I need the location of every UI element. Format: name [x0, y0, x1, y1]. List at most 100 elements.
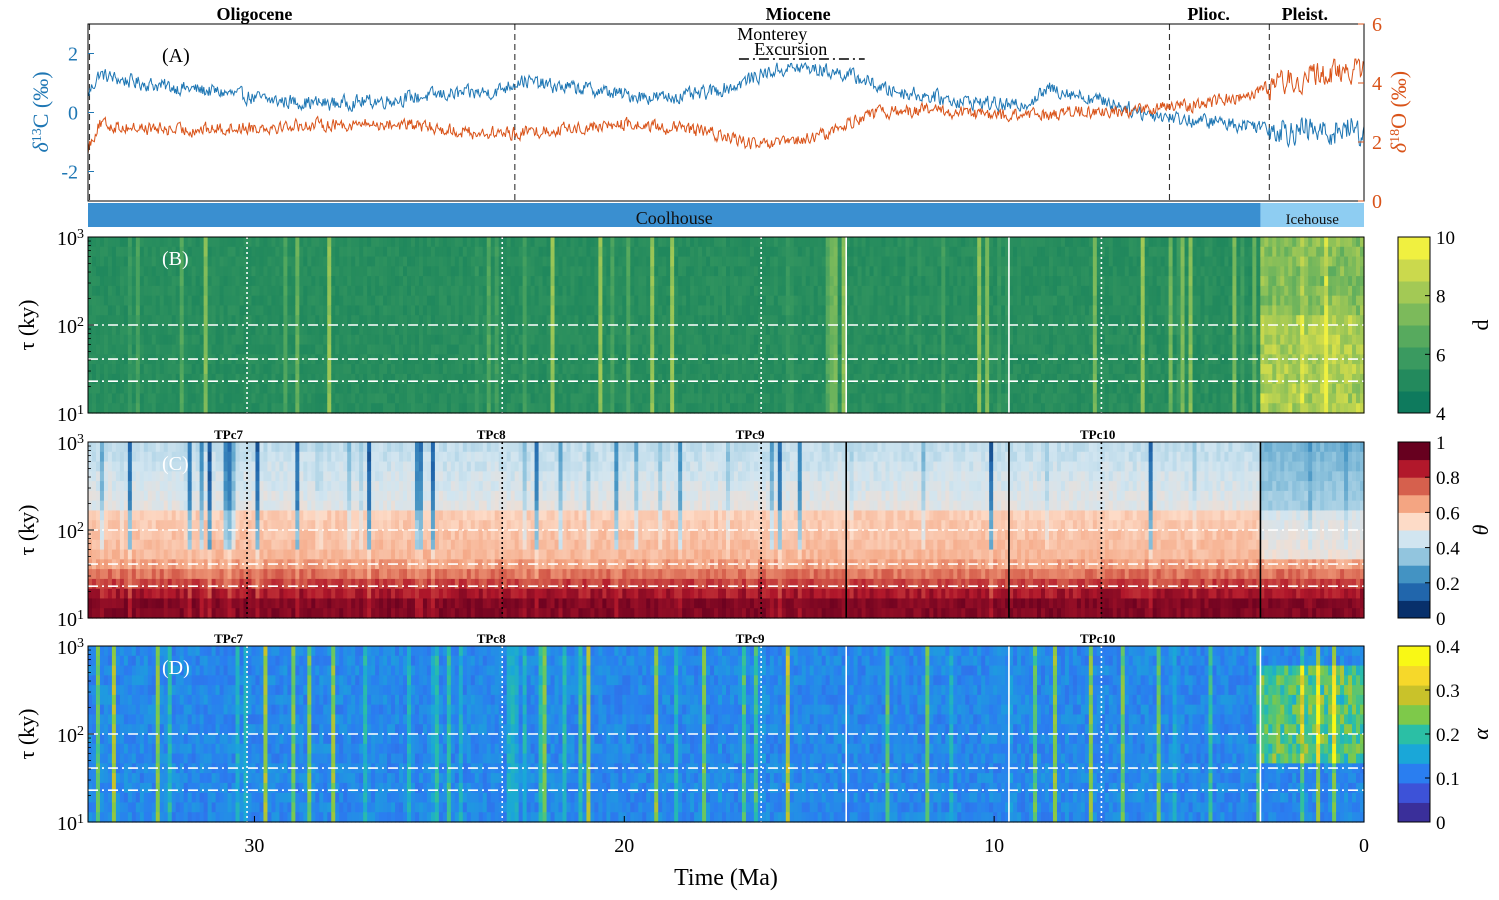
heatmap-cell [993, 285, 998, 297]
heatmap-cell [853, 383, 859, 395]
heatmap-cell [909, 344, 915, 355]
heatmap-cell [729, 403, 735, 414]
heatmap-cell [658, 364, 663, 375]
heatmap-cell [945, 344, 950, 355]
heatmap-cell [534, 364, 540, 375]
heatmap-cell [945, 334, 950, 346]
heatmap-cell [470, 344, 476, 355]
heatmap-cell [793, 295, 799, 307]
heatmap-cell [502, 285, 508, 297]
heatmap-cell [1152, 266, 1158, 277]
heatmap-cell [602, 364, 607, 375]
heatmap-cell [383, 364, 388, 375]
heatmap-cell [913, 266, 918, 277]
heatmap-cell [905, 325, 911, 336]
heatmap-cell [546, 285, 552, 297]
heatmap-cell [482, 373, 488, 385]
heatmap-cell [546, 315, 552, 326]
heatmap-cell [327, 383, 332, 395]
heatmap-cell [502, 276, 508, 287]
heatmap-cell [634, 325, 639, 336]
heatmap-cell [143, 285, 149, 297]
heatmap-cell [877, 285, 883, 297]
heatmap-cell [319, 266, 324, 277]
heatmap-cell [658, 276, 663, 287]
heatmap-cell [973, 364, 978, 375]
heatmap-cell [359, 325, 364, 336]
heatmap-cell [351, 383, 356, 395]
heatmap-cell [303, 364, 308, 375]
heatmap-cell [207, 325, 213, 336]
heatmap-cell [973, 393, 978, 404]
heatmap-cell [909, 256, 915, 267]
heatmap-cell [726, 364, 731, 375]
heatmap-cell [379, 383, 384, 395]
heatmap-cell [666, 266, 671, 277]
heatmap-cell [670, 383, 675, 395]
heatmap-cell [682, 364, 687, 375]
heatmap-cell [486, 364, 492, 375]
heatmap-cell [414, 393, 420, 404]
heatmap-cell [678, 295, 683, 307]
heatmap-cell [223, 403, 229, 414]
heatmap-cell [478, 246, 484, 258]
heatmap-cell [91, 305, 97, 316]
heatmap-cell [566, 393, 572, 404]
heatmap-cell [482, 246, 488, 258]
heatmap-cell [650, 344, 655, 355]
heatmap-cell [271, 266, 277, 277]
heatmap-cell [765, 305, 771, 316]
heatmap-cell [530, 305, 536, 316]
heatmap-cell [618, 334, 623, 346]
heatmap-cell [315, 237, 320, 248]
heatmap-cell [1033, 237, 1038, 248]
heatmap-cell [1104, 344, 1110, 355]
heatmap-cell [486, 276, 492, 287]
heatmap-cell [1144, 246, 1150, 258]
heatmap-cell [610, 315, 615, 326]
heatmap-cell [1096, 305, 1102, 316]
heatmap-cell [359, 334, 364, 346]
heatmap-cell [578, 354, 584, 365]
heatmap-cell [642, 325, 647, 336]
heatmap-cell [1136, 403, 1142, 414]
heatmap-cell [1084, 403, 1090, 414]
heatmap-cell [729, 344, 735, 355]
heatmap-cell [231, 364, 237, 375]
heatmap-cell [1140, 403, 1146, 414]
heatmap-cell [1080, 364, 1086, 375]
heatmap-cell [502, 383, 508, 395]
heatmap-cell [973, 276, 978, 287]
heatmap-cell [622, 285, 627, 297]
heatmap-cell [646, 373, 651, 385]
heatmap-cell [1172, 256, 1178, 267]
heatmap-cell [482, 237, 488, 248]
heatmap-cell [805, 383, 811, 395]
heatmap-cell [985, 246, 990, 258]
heatmap-cell [582, 364, 588, 375]
heatmap-cell [598, 403, 603, 414]
heatmap-cell [1001, 285, 1006, 297]
heatmap-cell [901, 256, 907, 267]
heatmap-cell [849, 237, 855, 248]
heatmap-cell [1072, 393, 1078, 404]
heatmap-cell [131, 325, 137, 336]
heatmap-cell [371, 373, 376, 385]
heatmap-cell [351, 295, 356, 307]
heatmap-cell [359, 285, 364, 297]
heatmap-cell [147, 393, 153, 404]
heatmap-cell [1172, 295, 1178, 307]
heatmap-cell [363, 334, 368, 346]
heatmap-cell [510, 334, 516, 346]
heatmap-cell [1164, 364, 1170, 375]
heatmap-cell [642, 393, 647, 404]
heatmap-cell [183, 354, 189, 365]
heatmap-cell [706, 393, 711, 404]
heatmap-cell [662, 256, 667, 267]
heatmap-cell [418, 276, 424, 287]
heatmap-cell [446, 334, 452, 346]
heatmap-cell [933, 325, 938, 336]
heatmap-cell [542, 373, 548, 385]
heatmap-cell [781, 354, 787, 365]
heatmap-cell [606, 305, 611, 316]
